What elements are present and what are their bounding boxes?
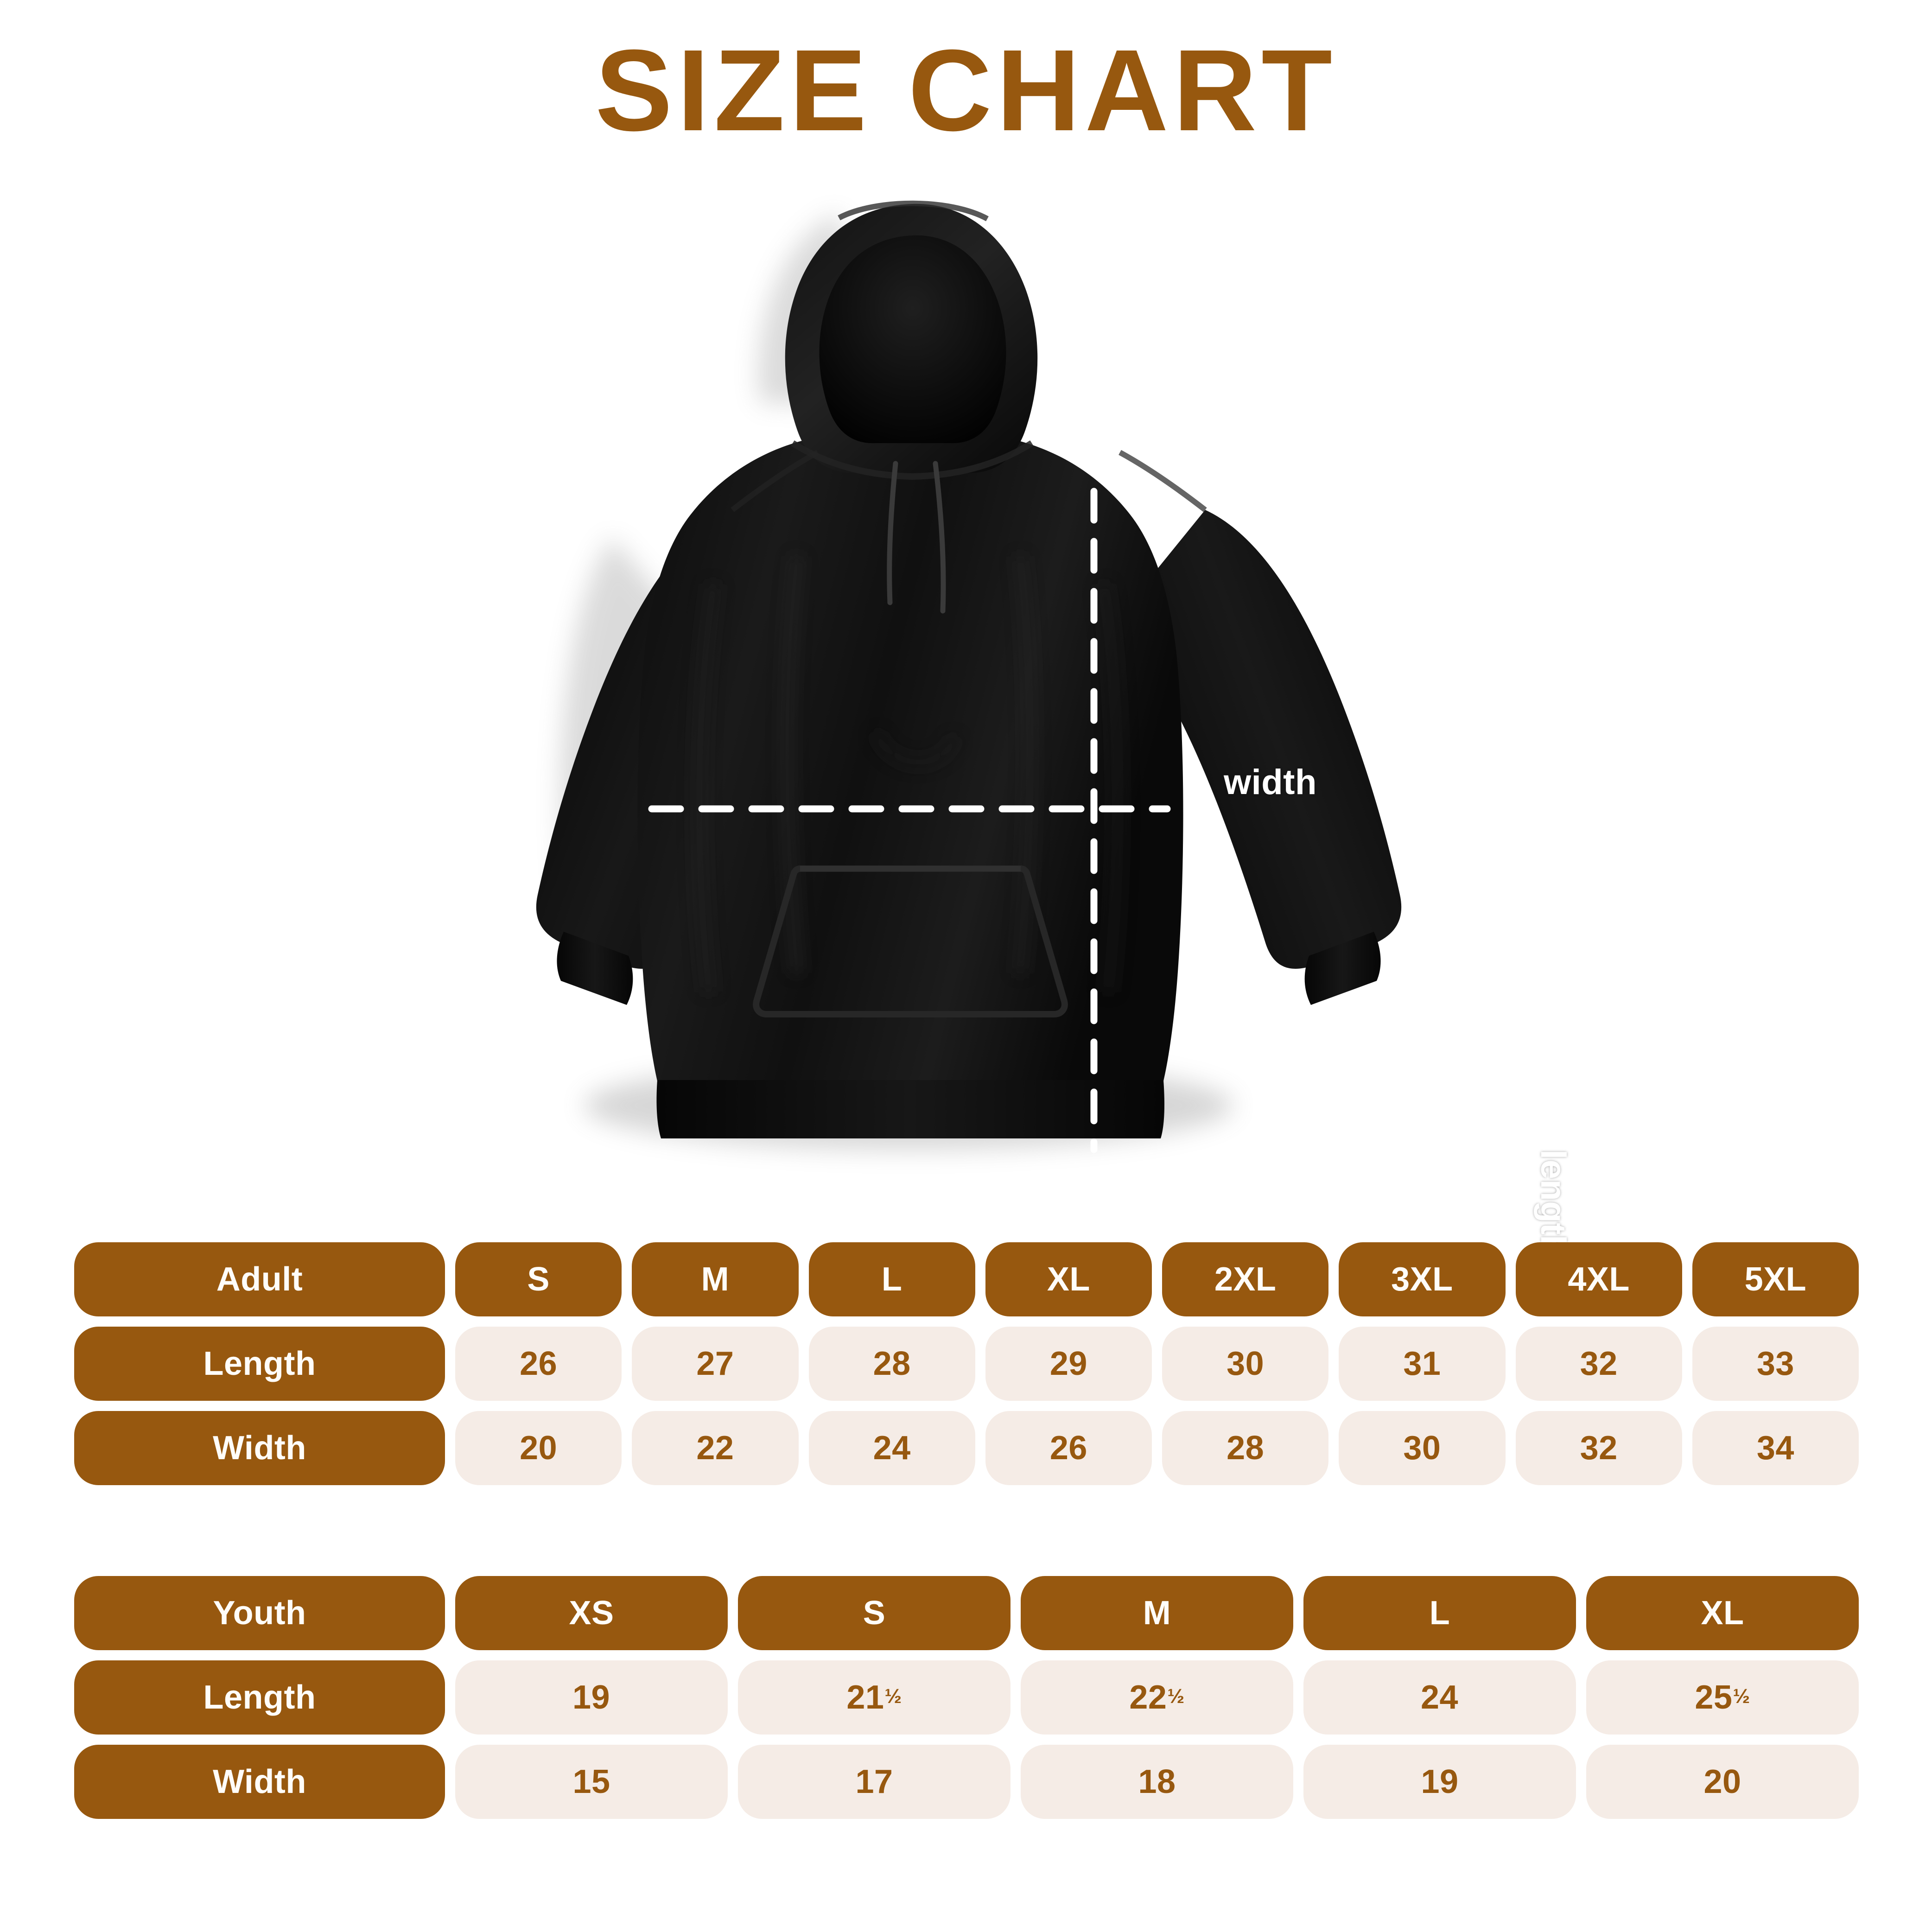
adult-size-header-s[interactable]: S <box>455 1242 622 1316</box>
length-annotation-label: length <box>1533 1150 1573 1257</box>
adult-width-m: 22 <box>632 1411 799 1485</box>
adult-width-3xl: 30 <box>1339 1411 1506 1485</box>
adult-width-2xl: 28 <box>1162 1411 1329 1485</box>
youth-size-header-xs[interactable]: XS <box>455 1576 728 1650</box>
youth-length-row: Length 19 21 ½ 22 ½ 24 25 ½ <box>74 1660 1859 1735</box>
adult-table-title: Adult <box>74 1242 445 1316</box>
title-bar: SIZE CHART <box>0 32 1932 148</box>
youth-header-row: Youth XS S M L XL <box>74 1576 1859 1650</box>
left-shoulder-seam <box>731 450 819 512</box>
youth-width-m: 18 <box>1021 1745 1293 1819</box>
adult-width-5xl: 34 <box>1692 1411 1859 1485</box>
value-whole: 22 <box>1129 1679 1167 1716</box>
adult-length-5xl: 33 <box>1692 1327 1859 1401</box>
adult-size-header-l[interactable]: L <box>808 1242 975 1316</box>
youth-width-xs: 15 <box>455 1745 728 1819</box>
hoodie-hem <box>656 1080 1164 1138</box>
youth-length-s: 21 ½ <box>738 1660 1010 1735</box>
drawstring-right <box>933 461 946 614</box>
adult-length-3xl: 31 <box>1339 1327 1506 1401</box>
adult-size-header-2xl[interactable]: 2XL <box>1162 1242 1329 1316</box>
adult-width-s: 20 <box>455 1411 622 1485</box>
adult-length-4xl: 32 <box>1515 1327 1682 1401</box>
hoodie-illustration: width length <box>473 185 1573 1257</box>
youth-size-header-l[interactable]: L <box>1303 1576 1576 1650</box>
youth-length-xl: 25 ½ <box>1586 1660 1859 1735</box>
youth-table-title: Youth <box>74 1576 445 1650</box>
width-annotation-label: width <box>1224 763 1317 802</box>
adult-header-row: Adult S M L XL 2XL 3XL 4XL 5XL <box>74 1242 1859 1316</box>
hood-seam <box>838 200 989 222</box>
youth-length-label: Length <box>74 1660 445 1735</box>
youth-width-row: Width 15 17 18 19 20 <box>74 1745 1859 1819</box>
adult-length-row: Length 26 27 28 29 30 31 32 33 <box>74 1327 1859 1401</box>
youth-size-header-s[interactable]: S <box>738 1576 1010 1650</box>
adult-size-header-5xl[interactable]: 5XL <box>1692 1242 1859 1316</box>
adult-size-header-m[interactable]: M <box>632 1242 799 1316</box>
adult-length-xl: 29 <box>985 1327 1152 1401</box>
hoodie-right-cuff <box>1304 932 1381 1005</box>
hoodie-pocket <box>753 865 1068 1017</box>
adult-width-4xl: 32 <box>1515 1411 1682 1485</box>
youth-length-xs: 19 <box>455 1660 728 1735</box>
youth-length-m: 22 ½ <box>1021 1660 1293 1735</box>
adult-size-header-4xl[interactable]: 4XL <box>1515 1242 1682 1316</box>
youth-width-l: 19 <box>1303 1745 1576 1819</box>
youth-length-l: 24 <box>1303 1660 1576 1735</box>
adult-length-s: 26 <box>455 1327 622 1401</box>
value-whole: 19 <box>572 1679 610 1716</box>
hoodie-right-sleeve <box>1122 510 1402 969</box>
youth-size-table: Youth XS S M L XL Length 19 21 ½ 22 ½ 24 2… <box>74 1576 1859 1819</box>
adult-width-row: Width 20 22 24 26 28 30 32 34 <box>74 1411 1859 1485</box>
adult-length-l: 28 <box>808 1327 975 1401</box>
adult-size-header-3xl[interactable]: 3XL <box>1339 1242 1506 1316</box>
adult-width-xl: 26 <box>985 1411 1152 1485</box>
youth-size-header-m[interactable]: M <box>1021 1576 1293 1650</box>
value-whole: 24 <box>1420 1679 1459 1716</box>
adult-size-header-xl[interactable]: XL <box>985 1242 1152 1316</box>
youth-size-header-xl[interactable]: XL <box>1586 1576 1859 1650</box>
adult-width-label: Width <box>74 1411 445 1485</box>
adult-length-label: Length <box>74 1327 445 1401</box>
hood-opening <box>819 235 1006 444</box>
youth-width-s: 17 <box>738 1745 1010 1819</box>
adult-size-table: Adult S M L XL 2XL 3XL 4XL 5XL Length 26… <box>74 1242 1859 1485</box>
neck-seam <box>791 440 1034 480</box>
adult-length-m: 27 <box>632 1327 799 1401</box>
adult-width-l: 24 <box>808 1411 975 1485</box>
youth-width-xl: 20 <box>1586 1745 1859 1819</box>
drawstring-left <box>887 461 898 605</box>
value-whole: 25 <box>1695 1679 1733 1716</box>
fabric-folds <box>692 555 1125 993</box>
hoodie-left-cuff <box>557 932 633 1005</box>
right-shoulder-seam <box>1119 450 1207 512</box>
adult-length-2xl: 30 <box>1162 1327 1329 1401</box>
youth-width-label: Width <box>74 1745 445 1819</box>
hoodie-graphic <box>536 200 1402 1153</box>
value-whole: 21 <box>846 1679 884 1716</box>
page-title: SIZE CHART <box>595 25 1337 155</box>
